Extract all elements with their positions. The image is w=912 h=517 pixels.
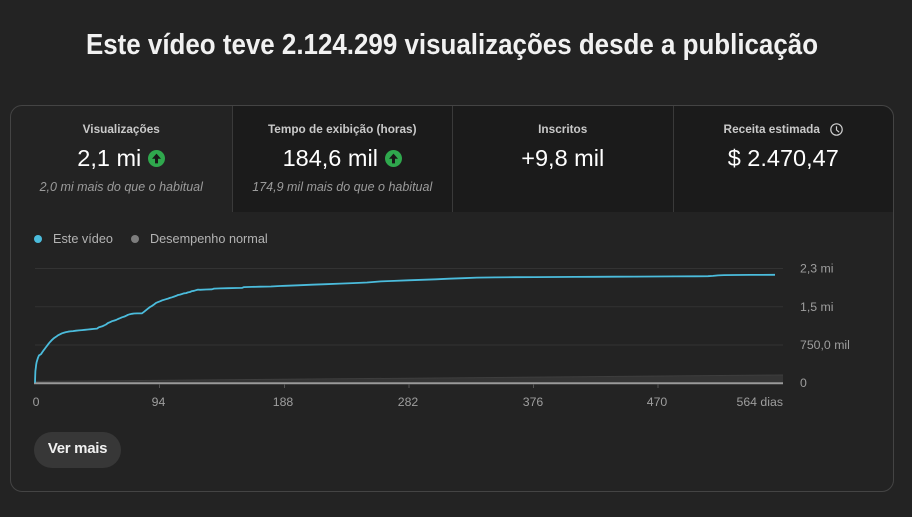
svg-text:2,3 mi: 2,3 mi bbox=[800, 262, 834, 276]
svg-text:1,5 mi: 1,5 mi bbox=[800, 300, 834, 314]
svg-text:564 dias: 564 dias bbox=[737, 395, 784, 409]
svg-text:188: 188 bbox=[273, 395, 294, 409]
svg-text:376: 376 bbox=[523, 395, 544, 409]
svg-text:0: 0 bbox=[33, 395, 40, 409]
svg-text:0: 0 bbox=[800, 376, 807, 390]
svg-text:94: 94 bbox=[152, 395, 166, 409]
svg-text:750,0 mil: 750,0 mil bbox=[800, 338, 850, 352]
svg-text:470: 470 bbox=[647, 395, 668, 409]
svg-text:282: 282 bbox=[398, 395, 419, 409]
